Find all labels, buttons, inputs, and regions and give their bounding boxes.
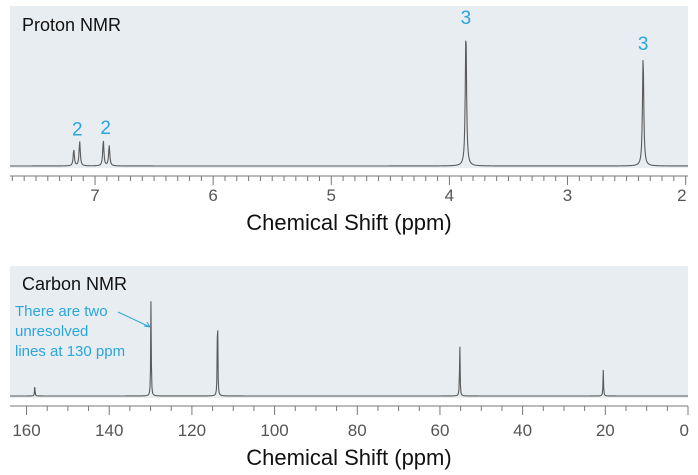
integration-label: 2: [72, 120, 83, 141]
integration-label: 2: [100, 118, 111, 139]
carbon-nmr-panel: Carbon NMR There are two unresolved line…: [10, 266, 689, 470]
integration-label: 3: [638, 34, 649, 55]
carbon-tick-label: 60: [430, 421, 449, 440]
proton-tick-label: 3: [563, 186, 572, 205]
carbon-plot-background: [10, 266, 688, 398]
proton-tick-label: 4: [445, 186, 454, 205]
proton-plot-background: [10, 6, 688, 168]
carbon-spectrum-line: [10, 301, 688, 397]
proton-x-ticks: 7 6 5 4 3 2: [11, 176, 687, 205]
carbon-panel-title: Carbon NMR: [22, 274, 127, 294]
annotation-arrow: [117, 311, 151, 328]
carbon-tick-label: 0: [680, 421, 689, 440]
annotation-line-2: unresolved: [15, 323, 88, 340]
proton-x-axis-title: Chemical Shift (ppm): [246, 210, 451, 235]
carbon-x-ticks: 160 140 120 100 80 60 40 20 0: [12, 406, 689, 440]
carbon-tick-label: 140: [95, 421, 123, 440]
carbon-tick-label: 100: [260, 421, 288, 440]
carbon-tick-label: 40: [513, 421, 532, 440]
carbon-x-axis-title: Chemical Shift (ppm): [246, 445, 451, 470]
carbon-tick-label: 20: [596, 421, 615, 440]
carbon-tick-label: 120: [178, 421, 206, 440]
proton-panel-title: Proton NMR: [22, 15, 121, 35]
integration-label: 3: [461, 8, 472, 29]
carbon-tick-label: 80: [348, 421, 367, 440]
proton-tick-label: 2: [677, 186, 686, 205]
proton-tick-label: 6: [208, 186, 217, 205]
annotation-line-1: There are two: [15, 303, 108, 320]
carbon-tick-label: 160: [12, 421, 40, 440]
proton-integrations: 2 2 3 3: [72, 8, 648, 141]
annotation-line-3: lines at 130 ppm: [15, 343, 125, 360]
proton-tick-label: 7: [90, 186, 99, 205]
proton-tick-label: 5: [327, 186, 336, 205]
proton-spectrum-line: [10, 40, 688, 167]
carbon-annotation: There are two unresolved lines at 130 pp…: [15, 303, 151, 360]
